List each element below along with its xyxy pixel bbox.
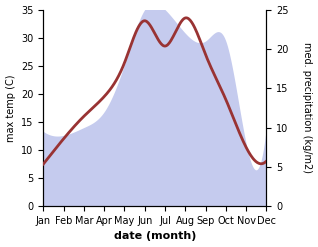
Y-axis label: max temp (C): max temp (C) (5, 74, 16, 142)
X-axis label: date (month): date (month) (114, 231, 196, 242)
Y-axis label: med. precipitation (kg/m2): med. precipitation (kg/m2) (302, 42, 313, 173)
